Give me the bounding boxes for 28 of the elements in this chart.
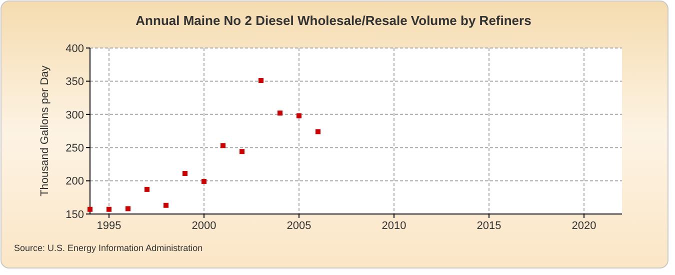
chart-title: Annual Maine No 2 Diesel Wholesale/Resale Volume by Refiners [136, 13, 532, 28]
point [278, 110, 282, 116]
x-tick-label: 2000 [192, 220, 216, 232]
y-tick-label: 350 [66, 76, 84, 88]
x-tick-label: 2015 [476, 220, 502, 232]
y-tick-label: 150 [66, 208, 84, 221]
point [202, 178, 206, 184]
point [220, 143, 226, 148]
x-tick-label: 1995 [96, 220, 122, 232]
point [126, 206, 130, 212]
point [88, 206, 92, 212]
point [240, 149, 244, 154]
point [182, 170, 188, 176]
point [106, 206, 112, 212]
y-tick-label: 400 [66, 42, 84, 55]
x-tick-label: 2020 [572, 220, 596, 232]
point [296, 113, 302, 118]
y-tick-label: 200 [66, 176, 84, 188]
point [316, 129, 320, 134]
y-tick-label: 250 [66, 142, 84, 154]
x-tick-label: 2005 [286, 220, 312, 232]
point [144, 186, 150, 192]
point [258, 78, 264, 84]
source-note: Source: U.S. Energy Information Administration [14, 243, 203, 253]
point [164, 202, 168, 208]
x-tick-label: 2010 [382, 220, 406, 232]
y-axis-title: Thousand Gallons per Day [39, 65, 51, 196]
y-tick-label: 300 [66, 109, 84, 122]
